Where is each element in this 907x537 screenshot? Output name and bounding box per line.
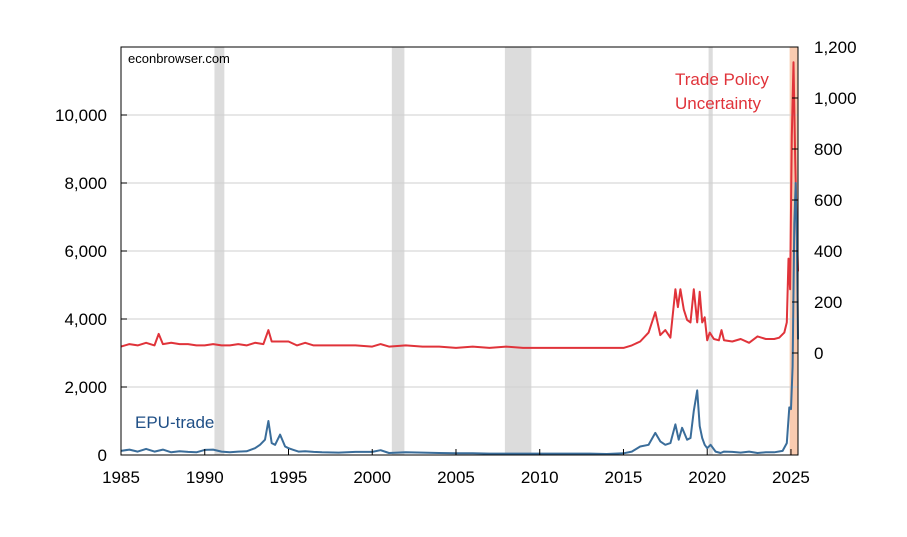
x-tick-label: 2025 — [772, 468, 810, 487]
y-left-tick-label: 4,000 — [64, 310, 107, 329]
series-label-trade-policy-uncertainty: Trade Policy Uncertainty — [675, 70, 774, 113]
x-tick-label: 2005 — [437, 468, 475, 487]
y-left-tick-label: 2,000 — [64, 378, 107, 397]
y-right-tick-label: 800 — [814, 140, 842, 159]
series-line-trade-policy-uncertainty — [120, 61, 799, 349]
y-right-tick-label: 1,000 — [814, 89, 857, 108]
series-line-epu-trade — [120, 182, 799, 455]
y-right-tick-label: 400 — [814, 242, 842, 261]
x-tick-label: 1990 — [186, 468, 224, 487]
x-tick-label: 2015 — [605, 468, 643, 487]
y-left-tick-label: 6,000 — [64, 242, 107, 261]
series-label-line-1: Trade Policy — [675, 70, 769, 89]
y-axis-left-ticks: 0 2,000 4,000 6,000 8,000 10,000 — [55, 106, 127, 465]
y-axis-right-ticks: 0 200 400 600 800 1,000 1,200 — [792, 38, 857, 363]
series-label-epu-trade: EPU-trade — [135, 413, 214, 432]
y-right-tick-label: 600 — [814, 191, 842, 210]
y-left-tick-label: 8,000 — [64, 174, 107, 193]
series-label-line-2: Uncertainty — [675, 94, 761, 113]
gridlines — [121, 114, 798, 388]
x-tick-label: 1995 — [270, 468, 308, 487]
watermark: econbrowser.com — [128, 51, 230, 66]
y-right-tick-label: 0 — [814, 344, 823, 363]
series-lines — [120, 61, 799, 455]
x-tick-label: 2020 — [688, 468, 726, 487]
y-right-tick-label: 200 — [814, 293, 842, 312]
y-left-tick-label: 10,000 — [55, 106, 107, 125]
y-right-tick-label: 1,200 — [814, 38, 857, 57]
x-axis-ticks: 1985 1990 1995 2000 2005 2010 2015 2020 2025 — [102, 449, 810, 487]
y-left-tick-label: 0 — [98, 446, 107, 465]
x-tick-label: 2000 — [353, 468, 391, 487]
x-tick-label: 2010 — [521, 468, 559, 487]
x-tick-label: 1985 — [102, 468, 140, 487]
